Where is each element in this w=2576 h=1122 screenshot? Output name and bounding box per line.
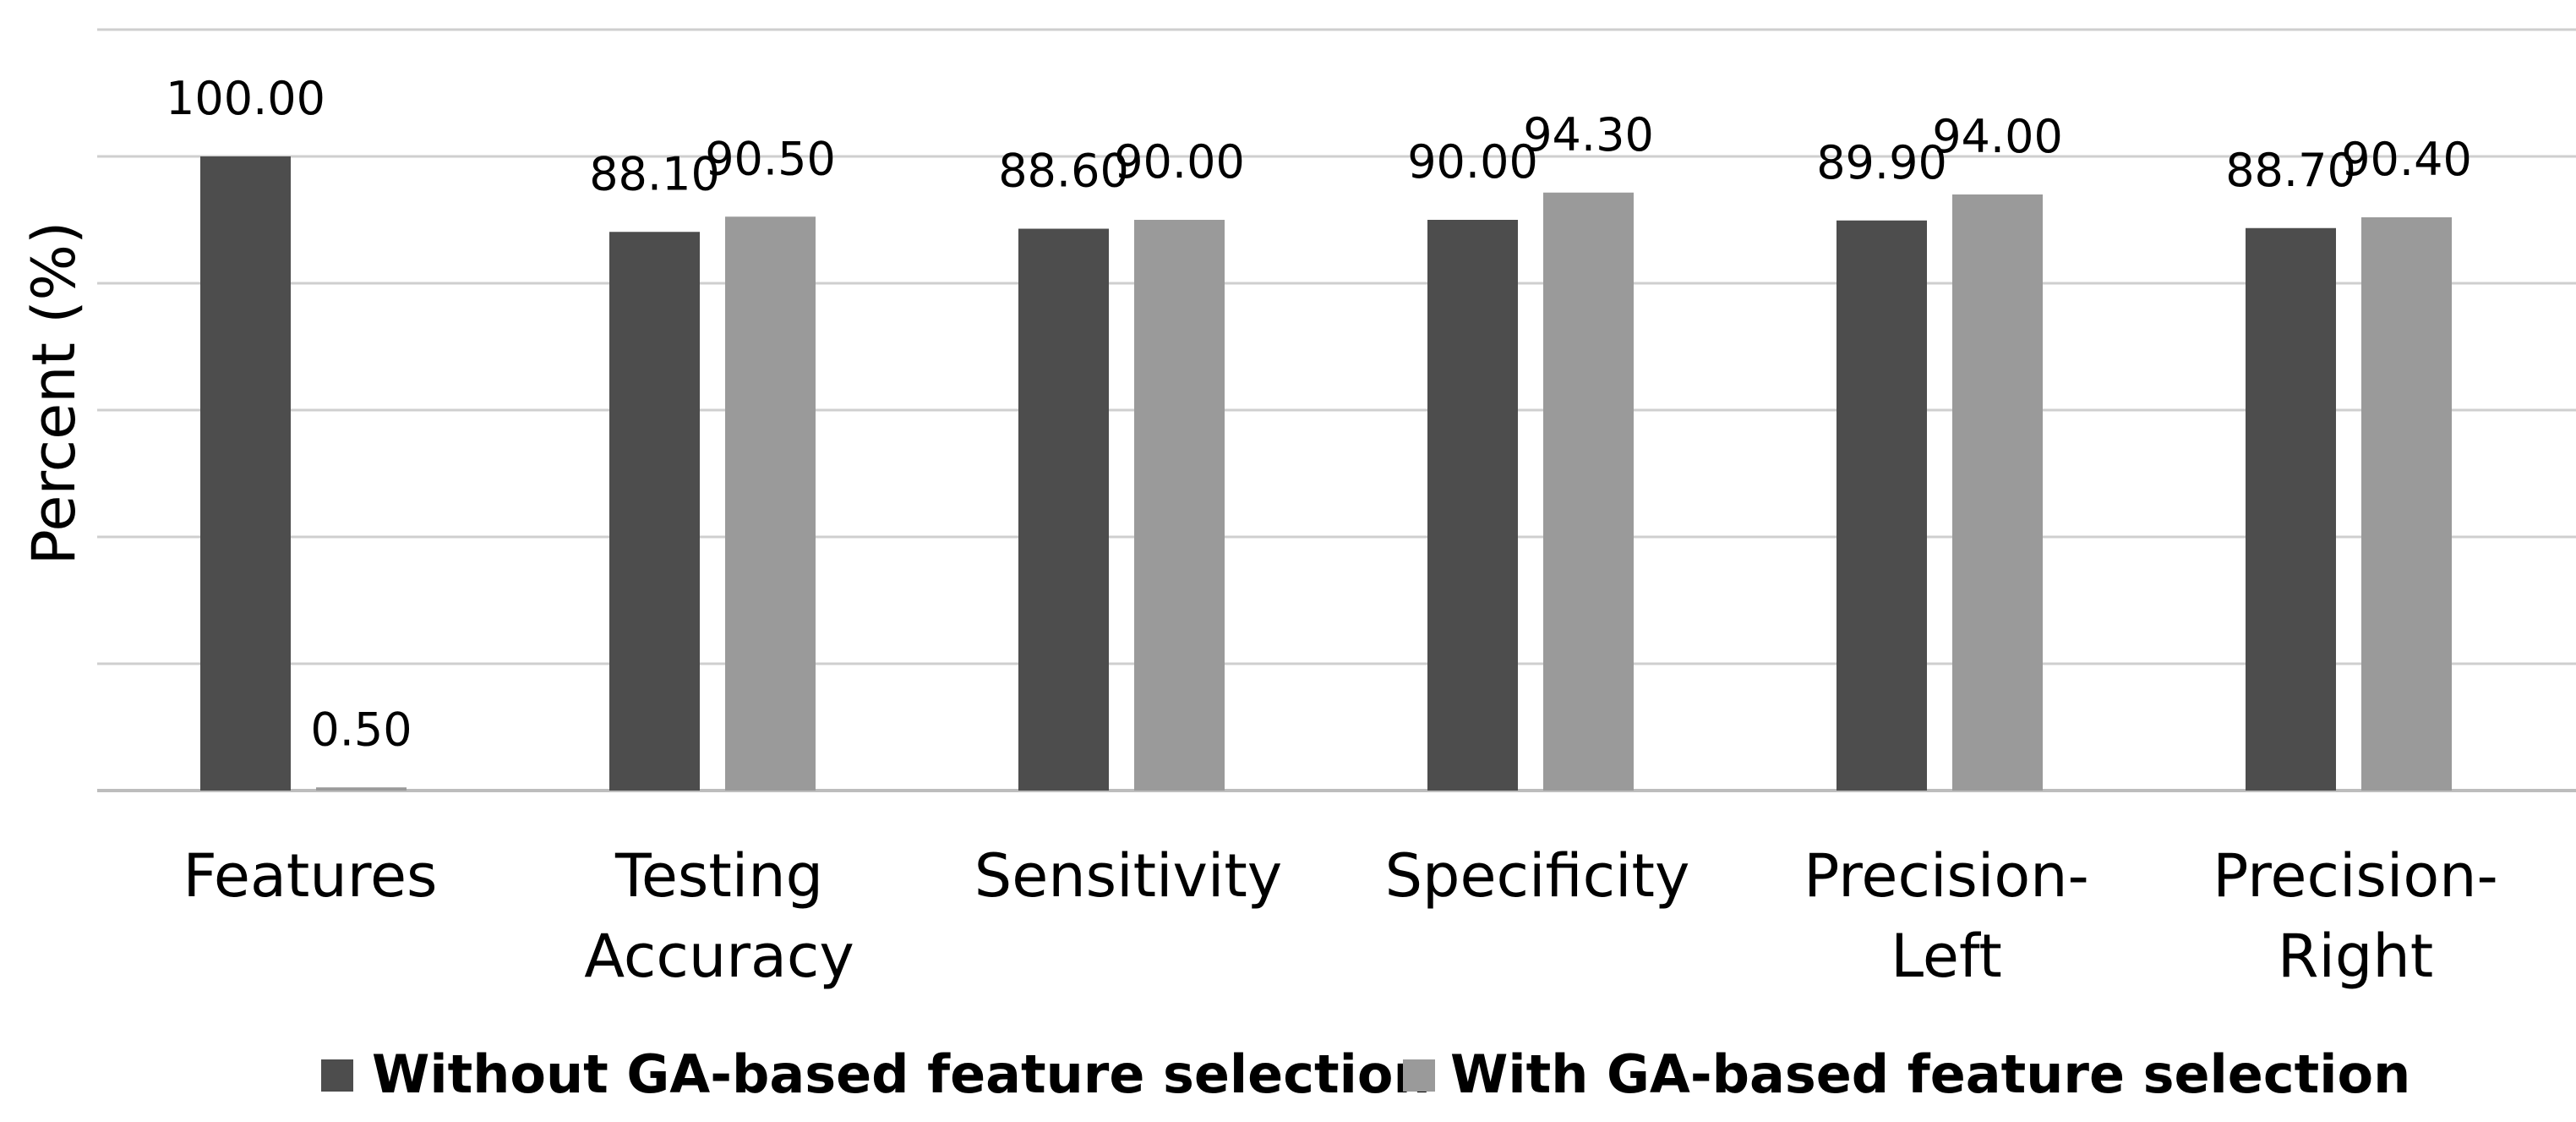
data-label-with-ga-1: 90.50 bbox=[705, 132, 836, 185]
category-labels: Features Testing Accuracy Sensitivity Specif… bbox=[183, 841, 2498, 991]
category-label-4-line1: Left bbox=[1891, 922, 2002, 991]
y-axis-title: Percent (%) bbox=[19, 222, 89, 566]
data-label-with-ga-0: 0.50 bbox=[310, 703, 412, 756]
bar-without-ga-1 bbox=[609, 232, 700, 791]
bar-without-ga-4 bbox=[1836, 220, 1927, 791]
data-label-without-ga-5: 88.70 bbox=[2225, 144, 2356, 197]
bar-without-ga-5 bbox=[2246, 227, 2336, 791]
legend-label-with-ga: With GA-based feature selection bbox=[1450, 1043, 2410, 1105]
legend-swatch-with-ga bbox=[1403, 1059, 1435, 1092]
bars bbox=[200, 156, 2452, 791]
bar-without-ga-3 bbox=[1427, 220, 1518, 791]
gridlines bbox=[97, 28, 2576, 792]
bar-with-ga-0 bbox=[316, 787, 407, 791]
category-label-1-line0: Testing bbox=[614, 841, 823, 911]
category-label-1-line1: Accuracy bbox=[584, 922, 854, 991]
data-label-without-ga-2: 88.60 bbox=[998, 145, 1129, 198]
data-label-without-ga-1: 88.10 bbox=[589, 147, 720, 200]
category-label-0: Features bbox=[183, 841, 438, 911]
category-label-5-line0: Precision- bbox=[2213, 841, 2498, 911]
data-label-with-ga-4: 94.00 bbox=[1932, 110, 2063, 163]
data-label-with-ga-3: 94.30 bbox=[1523, 108, 1654, 161]
category-label-3: Specificity bbox=[1385, 841, 1690, 911]
bar-with-ga-4 bbox=[1952, 194, 2043, 791]
legend-swatch-without-ga bbox=[321, 1059, 353, 1092]
legend-label-without-ga: Without GA-based feature selection bbox=[372, 1043, 1431, 1105]
data-label-without-ga-3: 90.00 bbox=[1407, 135, 1538, 189]
data-label-with-ga-2: 90.00 bbox=[1114, 135, 1245, 189]
data-label-with-ga-5: 90.40 bbox=[2341, 133, 2472, 186]
category-label-2: Sensitivity bbox=[974, 841, 1282, 911]
bar-with-ga-1 bbox=[725, 216, 816, 791]
legend: Without GA-based feature selection With … bbox=[321, 1043, 2410, 1105]
bar-without-ga-2 bbox=[1018, 228, 1109, 791]
category-label-5-line1: Right bbox=[2278, 922, 2433, 991]
data-label-without-ga-0: 100.00 bbox=[166, 72, 325, 125]
category-label-4-line0: Precision- bbox=[1804, 841, 2089, 911]
data-label-without-ga-4: 89.90 bbox=[1816, 136, 1947, 189]
bar-with-ga-2 bbox=[1134, 220, 1225, 791]
bar-without-ga-0 bbox=[200, 156, 291, 791]
bar-with-ga-5 bbox=[2361, 217, 2452, 791]
bar-with-ga-3 bbox=[1543, 192, 1634, 791]
